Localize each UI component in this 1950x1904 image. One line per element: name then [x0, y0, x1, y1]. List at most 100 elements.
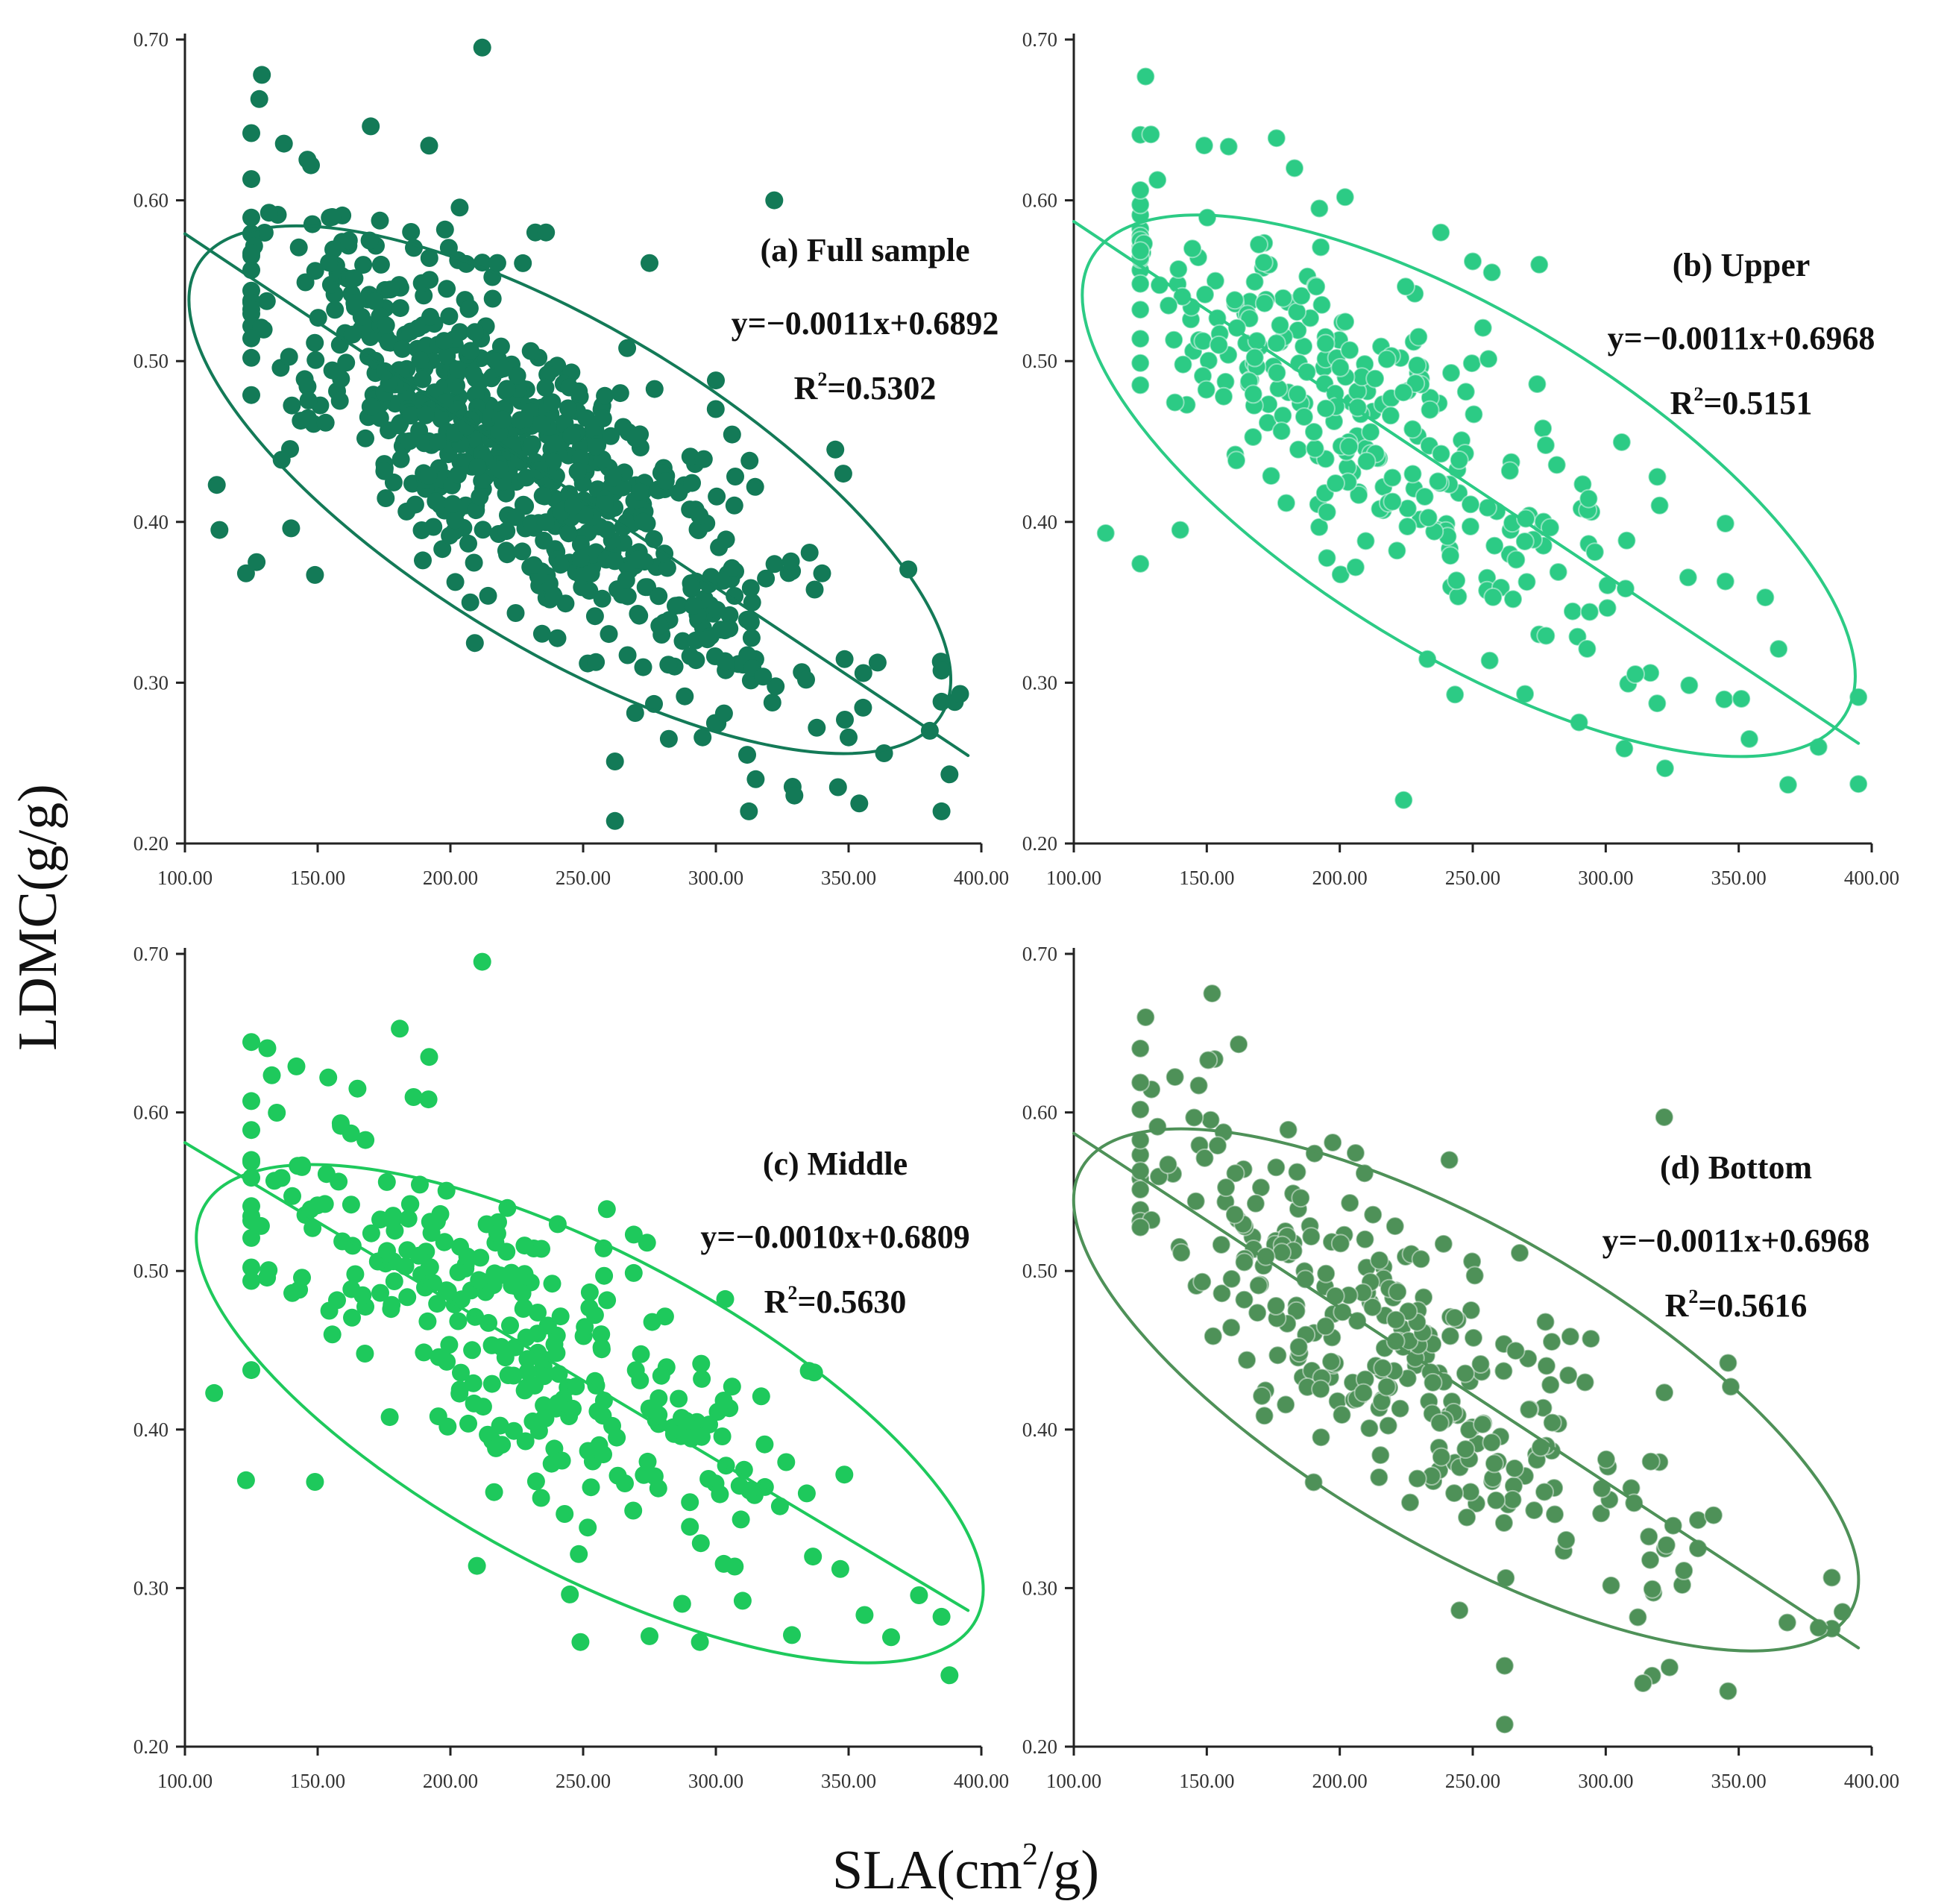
data-point — [1431, 444, 1451, 464]
data-point — [1345, 557, 1365, 577]
data-point — [1136, 66, 1156, 87]
data-point — [1249, 234, 1268, 254]
data-point — [726, 468, 744, 486]
data-point — [1461, 1482, 1480, 1502]
data-point — [1440, 1326, 1460, 1346]
data-point — [1849, 774, 1869, 794]
data-point — [694, 450, 713, 468]
data-point — [676, 1411, 695, 1430]
data-point — [544, 587, 563, 606]
data-point — [1198, 1050, 1218, 1070]
data-point — [416, 406, 435, 424]
data-point — [741, 579, 760, 597]
data-point — [1407, 355, 1427, 375]
data-point — [532, 624, 551, 643]
data-point — [641, 254, 658, 272]
y-tick-label: 0.60 — [1022, 1102, 1057, 1124]
data-point — [429, 1407, 447, 1426]
data-point — [471, 488, 489, 506]
data-point — [328, 1291, 346, 1310]
data-point — [1400, 1492, 1420, 1512]
data-point — [1505, 1458, 1525, 1478]
data-point — [684, 597, 702, 615]
data-point — [1678, 568, 1698, 588]
data-point — [1390, 1398, 1410, 1418]
data-point — [303, 215, 321, 233]
data-point — [1218, 136, 1239, 157]
data-point — [248, 553, 266, 571]
data-point — [630, 483, 649, 501]
data-point — [650, 587, 668, 606]
data-point — [556, 1505, 574, 1523]
data-point — [676, 687, 694, 706]
data-point — [343, 1308, 361, 1327]
data-point — [1577, 639, 1597, 659]
data-point — [1494, 1715, 1515, 1735]
y-tick-label: 0.40 — [1022, 1418, 1057, 1441]
data-point — [468, 1556, 486, 1575]
data-point — [564, 497, 582, 515]
data-point — [242, 1033, 260, 1052]
data-point — [283, 1284, 301, 1302]
data-point — [682, 578, 701, 597]
regression-line — [1072, 1131, 1861, 1650]
data-point — [494, 410, 512, 429]
data-point — [726, 587, 744, 605]
data-point — [1229, 1034, 1249, 1055]
x-axis-title-main: SLA(cm — [832, 1840, 1022, 1901]
data-point — [707, 371, 725, 390]
data-point — [315, 1195, 334, 1213]
data-point — [1380, 406, 1400, 426]
data-point — [506, 508, 525, 527]
data-point — [467, 501, 485, 520]
data-point — [1130, 180, 1151, 200]
data-point — [687, 651, 705, 670]
x-tick-label: 400.00 — [1844, 1770, 1899, 1792]
data-point — [1305, 439, 1325, 459]
data-point — [474, 521, 492, 539]
data-point — [242, 170, 260, 189]
data-point — [1494, 1361, 1514, 1381]
data-point — [1739, 729, 1759, 749]
data-point — [553, 1451, 571, 1470]
data-point — [482, 1374, 501, 1393]
data-point — [1252, 1386, 1272, 1406]
data-point — [280, 348, 298, 366]
y-tick-label: 0.30 — [133, 1577, 169, 1599]
x-tick-label: 250.00 — [1445, 867, 1500, 889]
data-point — [536, 378, 555, 397]
y-tick-label: 0.50 — [1022, 350, 1057, 372]
data-point — [606, 811, 624, 830]
data-point — [1359, 1418, 1380, 1439]
data-point — [471, 1248, 490, 1267]
data-point — [585, 607, 604, 626]
data-point — [1633, 1674, 1653, 1693]
data-point — [1444, 1307, 1465, 1328]
data-point — [1527, 374, 1547, 394]
data-point — [1517, 572, 1537, 592]
data-point — [1536, 1356, 1556, 1376]
x-tick-label: 150.00 — [290, 867, 345, 889]
data-point — [1579, 488, 1599, 509]
x-tick-label: 250.00 — [556, 1770, 611, 1792]
data-point — [1585, 542, 1605, 562]
data-point — [362, 398, 381, 416]
data-point — [1479, 349, 1499, 369]
data-point — [356, 429, 374, 447]
data-point — [391, 450, 410, 468]
data-point — [1457, 1507, 1477, 1527]
data-point — [1547, 455, 1567, 475]
data-point — [1195, 284, 1215, 304]
data-point — [414, 551, 432, 570]
data-point — [741, 613, 760, 632]
data-point — [1326, 474, 1345, 493]
data-point — [1639, 1527, 1659, 1547]
data-point — [518, 1350, 537, 1369]
data-point — [571, 549, 590, 568]
data-point — [1371, 1445, 1391, 1465]
data-point — [1261, 466, 1281, 486]
data-point — [1362, 1297, 1383, 1317]
data-point — [242, 386, 260, 404]
data-point — [951, 685, 969, 703]
data-point — [1378, 1416, 1398, 1436]
